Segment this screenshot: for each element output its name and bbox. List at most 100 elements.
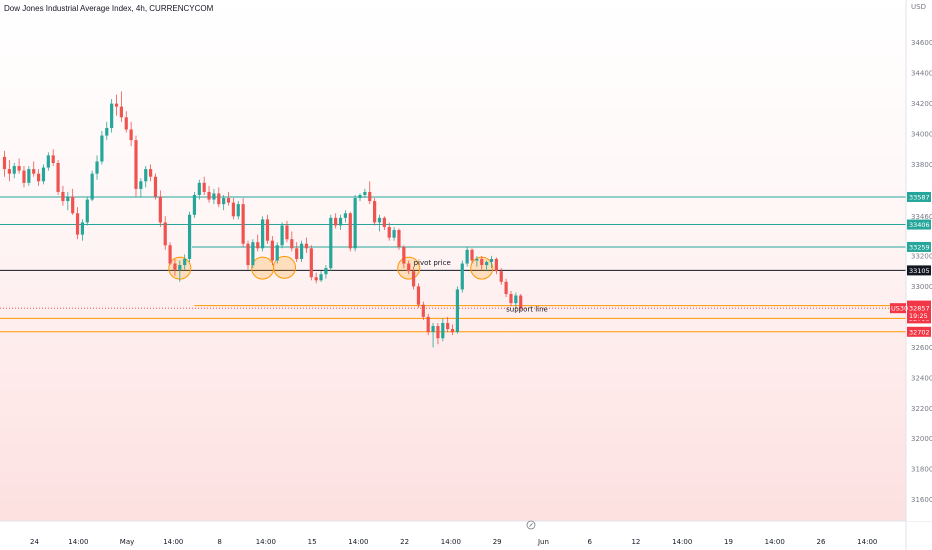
y-tick-label: 32200: [911, 405, 932, 413]
time-icon[interactable]: [526, 520, 536, 530]
candle-body-15: [75, 213, 80, 235]
candle-2: [12, 163, 16, 179]
candle-82: [402, 245, 406, 269]
candle-body-13: [66, 196, 70, 202]
candle-92: [450, 324, 455, 336]
candle-body-31: [153, 176, 158, 197]
candle-body-27: [134, 140, 138, 189]
candle-body-94: [460, 263, 464, 290]
x-tick-label: 14:00: [765, 538, 785, 546]
candle-body-48: [236, 204, 240, 217]
annotation-1[interactable]: support line: [506, 306, 548, 314]
candle-48: [236, 201, 240, 220]
candle-10: [51, 149, 55, 167]
candle-47: [231, 198, 235, 220]
candle-78: [382, 216, 386, 231]
candle-63: [309, 245, 313, 281]
y-tick-label: 32000: [911, 435, 932, 443]
x-tick-label: 14:00: [441, 538, 461, 546]
candle-3: [17, 158, 21, 174]
candle-4: [22, 166, 26, 188]
candle-body-68: [334, 217, 338, 226]
candle-61: [299, 240, 304, 263]
price-timer-label: 19:25: [909, 312, 928, 320]
plot-background: [0, 0, 906, 521]
candle-body-99: [485, 262, 489, 266]
candle-34: [168, 242, 172, 266]
candle-body-93: [455, 289, 460, 333]
candle-59: [290, 231, 294, 252]
candle-1: [7, 159, 11, 182]
level-tag-1: 33406: [907, 219, 931, 230]
candle-53: [261, 216, 265, 252]
candle-body-67: [329, 217, 333, 269]
candle-body-65: [319, 274, 323, 281]
y-tick-label: 32600: [911, 344, 932, 352]
candle-84: [411, 266, 416, 290]
candle-13: [66, 191, 70, 211]
candle-97: [475, 255, 479, 267]
candle-106: [519, 294, 523, 311]
symbol-tag-label: US30: [891, 305, 908, 313]
candle-5: [27, 166, 31, 186]
candle-body-89: [436, 326, 440, 339]
candle-body-73: [358, 194, 362, 199]
candle-85: [416, 283, 421, 308]
level-tag-6: 32702: [907, 326, 931, 337]
y-tick-label: 31800: [911, 466, 932, 474]
chart-title: Dow Jones Industrial Average Index, 4h, …: [4, 4, 214, 13]
candle-31: [153, 173, 158, 200]
candle-body-11: [56, 163, 60, 192]
y-tick-label: 34200: [911, 100, 932, 108]
candle-body-28: [139, 181, 143, 189]
y-tick-label: 32400: [911, 374, 932, 382]
candle-21: [105, 121, 109, 141]
candle-body-26: [129, 129, 133, 141]
y-tick-label: 33000: [911, 283, 932, 291]
candle-62: [304, 237, 309, 253]
candle-body-29: [144, 169, 148, 182]
candle-body-4: [22, 170, 26, 183]
candle-body-75: [368, 191, 372, 202]
candle-32: [158, 190, 162, 227]
candle-37: [183, 254, 187, 270]
candle-body-17: [85, 199, 89, 223]
candle-46: [226, 191, 231, 206]
candle-body-54: [265, 219, 270, 241]
candle-body-5: [27, 169, 31, 183]
candle-body-64: [314, 277, 318, 281]
symbol-tag: US30: [890, 303, 908, 314]
candle-body-98: [480, 258, 484, 266]
candle-60: [295, 242, 299, 263]
candle-body-76: [373, 201, 377, 223]
x-tick-label: 22: [400, 538, 409, 546]
candle-29: [144, 166, 148, 188]
candle-body-95: [465, 249, 469, 264]
candle-body-24: [119, 106, 123, 118]
candle-70: [343, 210, 347, 223]
currency-label: USD: [911, 3, 926, 11]
candle-body-78: [382, 217, 386, 227]
highlight-circle-2[interactable]: [273, 255, 297, 279]
candle-body-91: [446, 322, 450, 330]
candle-body-50: [246, 243, 250, 266]
annotation-0[interactable]: pivot price: [414, 259, 451, 267]
candle-body-56: [275, 245, 279, 261]
candle-52: [256, 234, 260, 252]
candle-69: [338, 214, 343, 231]
highlight-circle-1[interactable]: [251, 256, 275, 280]
candle-body-8: [41, 167, 46, 182]
candle-body-104: [509, 294, 513, 304]
candle-body-14: [71, 196, 75, 214]
candle-body-86: [421, 304, 425, 317]
candle-8: [41, 164, 46, 185]
candle-body-90: [441, 322, 445, 339]
candle-30: [149, 164, 153, 182]
candle-25: [124, 111, 128, 133]
x-tick-label: 6: [587, 538, 592, 546]
candle-body-106: [519, 295, 523, 309]
candle-50: [246, 240, 250, 270]
candle-body-103: [504, 281, 508, 295]
